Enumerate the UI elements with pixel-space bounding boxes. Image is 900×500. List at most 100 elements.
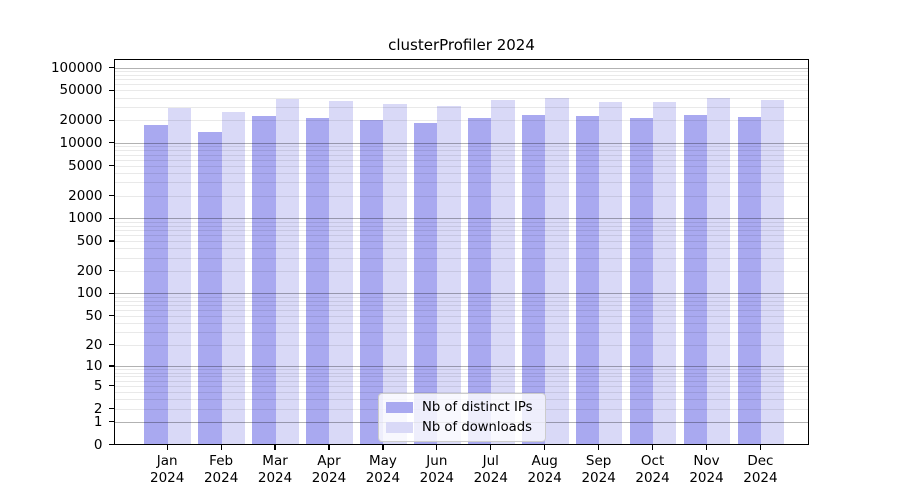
y-tick-label-10000: 10000 — [59, 134, 103, 151]
minor-gridline — [115, 106, 808, 108]
x-tick-mark — [544, 444, 546, 450]
x-tick-year: 2024 — [581, 470, 616, 486]
bar-downloads-mar — [275, 98, 299, 444]
y-tick-mark — [109, 194, 114, 197]
y-tick-label-2: 2 — [93, 400, 103, 417]
minor-gridline — [115, 74, 808, 76]
x-tick-mark — [166, 444, 168, 450]
x-tick-month: Apr — [317, 452, 341, 469]
legend-label: Nb of distinct IPs — [422, 400, 533, 415]
x-tick-year: 2024 — [743, 470, 778, 486]
bar-distinct-ips-jun — [414, 122, 438, 444]
y-tick-label-200: 200 — [76, 262, 103, 279]
y-tick-mark — [109, 142, 114, 144]
x-tick-mark — [490, 444, 492, 450]
x-tick-year: 2024 — [419, 470, 455, 486]
x-tick-year: 2024 — [311, 470, 347, 486]
x-tick-year: 2024 — [527, 470, 562, 486]
x-tick-month: Dec — [747, 452, 774, 469]
y-tick-mark — [109, 407, 114, 410]
bar-distinct-ips-oct — [629, 118, 654, 444]
x-tick-month: Oct — [640, 452, 665, 469]
x-tick-mark — [274, 444, 276, 450]
x-tick-month: Nov — [693, 452, 720, 469]
bar-downloads-sep — [599, 102, 623, 444]
y-tick-mark — [109, 344, 114, 346]
x-tick-year: 2024 — [150, 470, 185, 486]
x-tick-mark — [705, 444, 708, 450]
x-tick-month: Jan — [156, 452, 178, 469]
y-tick-mark — [109, 217, 114, 219]
x-tick-label-nov: Nov 2024 — [677, 453, 737, 488]
x-tick-label-oct: Oct 2024 — [623, 453, 683, 488]
y-tick-label-20: 20 — [85, 336, 103, 353]
y-tick-mark — [109, 315, 114, 317]
minor-gridline — [115, 79, 808, 81]
x-tick-label-aug: Aug 2024 — [515, 453, 575, 488]
bar-downloads-nov — [707, 97, 731, 444]
legend: Nb of distinct IPs Nb of downloads — [378, 393, 546, 442]
bar-distinct-ips-dec — [737, 116, 761, 444]
bar-distinct-ips-may — [360, 120, 384, 444]
y-tick-mark — [109, 443, 114, 446]
bar-downloads-feb — [221, 112, 245, 444]
legend-row-downloads: Nb of downloads — [386, 420, 533, 435]
x-tick-month: Sep — [585, 452, 612, 469]
x-tick-year: 2024 — [365, 470, 401, 486]
x-tick-label-mar: Mar 2024 — [245, 453, 305, 488]
bar-distinct-ips-feb — [198, 131, 222, 444]
y-tick-mark — [109, 421, 114, 423]
y-tick-label-2000: 2000 — [68, 187, 103, 204]
x-tick-label-sep: Sep 2024 — [569, 453, 629, 488]
bar-downloads-jun — [437, 106, 461, 444]
y-tick-label-100: 100 — [76, 285, 103, 302]
minor-gridline — [115, 97, 808, 99]
y-tick-mark — [109, 164, 114, 167]
y-tick-mark — [109, 89, 114, 91]
x-tick-label-jul: Jul 2024 — [461, 453, 521, 488]
legend-label: Nb of downloads — [422, 420, 532, 435]
y-tick-mark — [109, 292, 114, 294]
x-tick-month: Aug — [531, 452, 558, 469]
bar-distinct-ips-sep — [575, 116, 600, 444]
y-tick-label-10: 10 — [85, 357, 103, 374]
chart-title: clusterProfiler 2024 — [388, 36, 535, 54]
bar-distinct-ips-jan — [144, 125, 168, 444]
minor-gridline — [115, 70, 808, 72]
legend-swatch — [386, 402, 413, 413]
x-tick-mark — [328, 444, 330, 450]
x-tick-label-dec: Dec 2024 — [730, 453, 790, 488]
x-tick-month: Jun — [426, 452, 448, 469]
bar-downloads-jan — [167, 108, 191, 444]
x-tick-month: May — [368, 452, 397, 469]
bar-downloads-apr — [329, 101, 353, 444]
y-tick-label-500: 500 — [76, 232, 103, 249]
bar-downloads-may — [383, 103, 407, 444]
y-tick-mark — [109, 385, 114, 387]
y-tick-mark — [109, 119, 114, 121]
y-tick-mark — [109, 270, 114, 272]
x-tick-mark — [382, 444, 384, 450]
x-tick-year: 2024 — [635, 470, 670, 486]
x-tick-label-may: May 2024 — [353, 453, 413, 488]
y-tick-label-0: 0 — [93, 436, 103, 453]
plot-area — [114, 59, 809, 445]
x-tick-mark — [436, 444, 438, 450]
bar-distinct-ips-aug — [521, 115, 546, 444]
x-tick-mark — [759, 444, 762, 450]
x-tick-year: 2024 — [473, 470, 508, 486]
y-tick-mark — [109, 66, 114, 69]
x-tick-year: 2024 — [203, 470, 239, 486]
y-tick-label-1: 1 — [93, 413, 103, 430]
y-tick-label-50: 50 — [85, 307, 103, 324]
y-tick-mark — [109, 365, 114, 367]
x-tick-month: Feb — [209, 452, 234, 469]
y-tick-label-50000: 50000 — [59, 82, 103, 99]
bar-distinct-ips-apr — [306, 117, 330, 444]
bar-downloads-jul — [491, 100, 515, 444]
y-tick-mark — [109, 240, 114, 242]
x-tick-label-jan: Jan 2024 — [137, 453, 197, 488]
y-tick-label-20000: 20000 — [59, 112, 103, 129]
x-tick-month: Jul — [482, 452, 499, 469]
